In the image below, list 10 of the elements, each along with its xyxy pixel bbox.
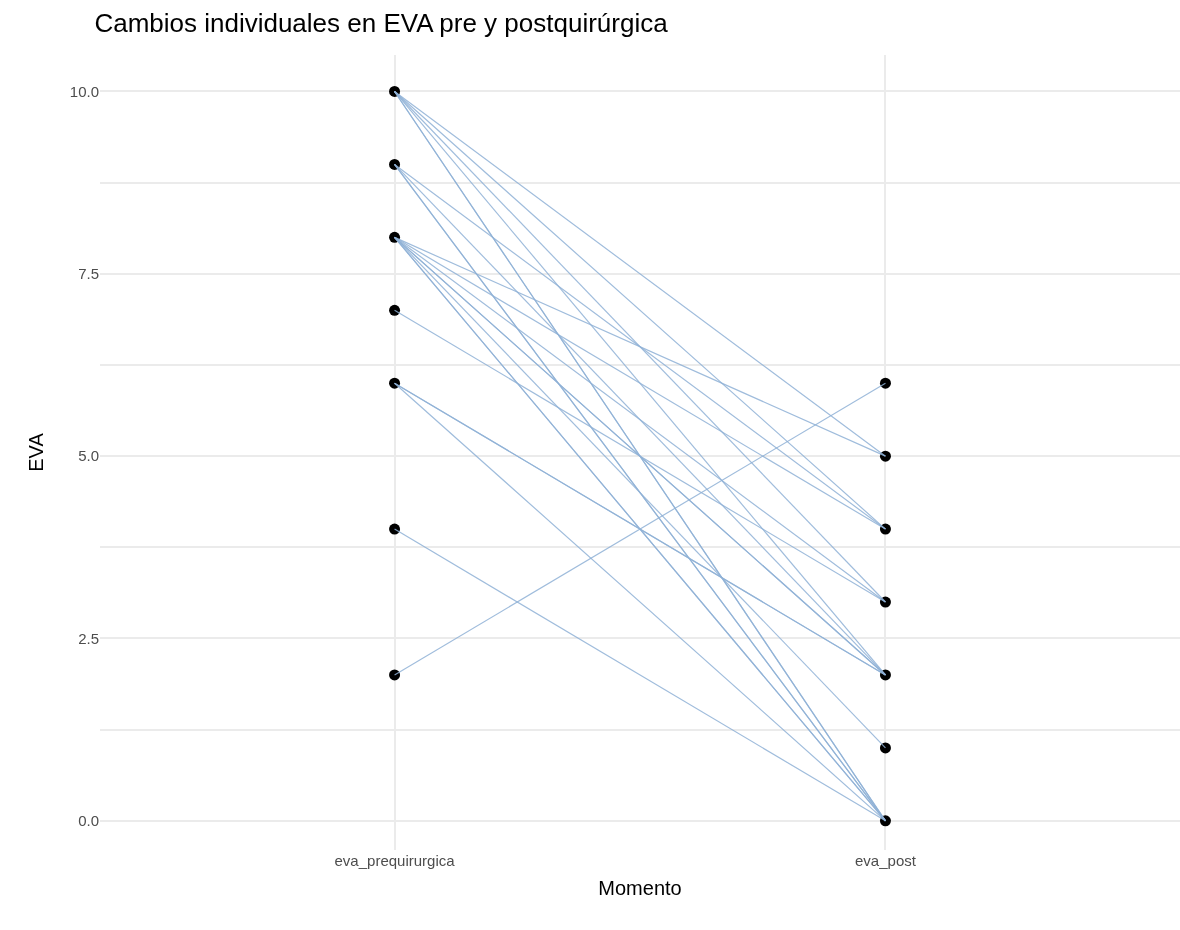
- x-tick-label: eva_prequirurgica: [334, 852, 456, 869]
- y-tick-label: 7.5: [78, 265, 99, 283]
- chart-title: Cambios individuales en EVA pre y postquirúrgica: [94, 8, 669, 39]
- y-tick-label: 10.0: [69, 82, 99, 100]
- y-tick-label: 5.0: [78, 447, 99, 465]
- y-tick-label: 0.0: [78, 812, 99, 830]
- y-tick-label: 2.5: [78, 629, 99, 647]
- x-tick-label: eva_post: [855, 852, 917, 869]
- x-axis-title: Momento: [598, 876, 682, 899]
- y-axis-title: EVA: [25, 432, 48, 472]
